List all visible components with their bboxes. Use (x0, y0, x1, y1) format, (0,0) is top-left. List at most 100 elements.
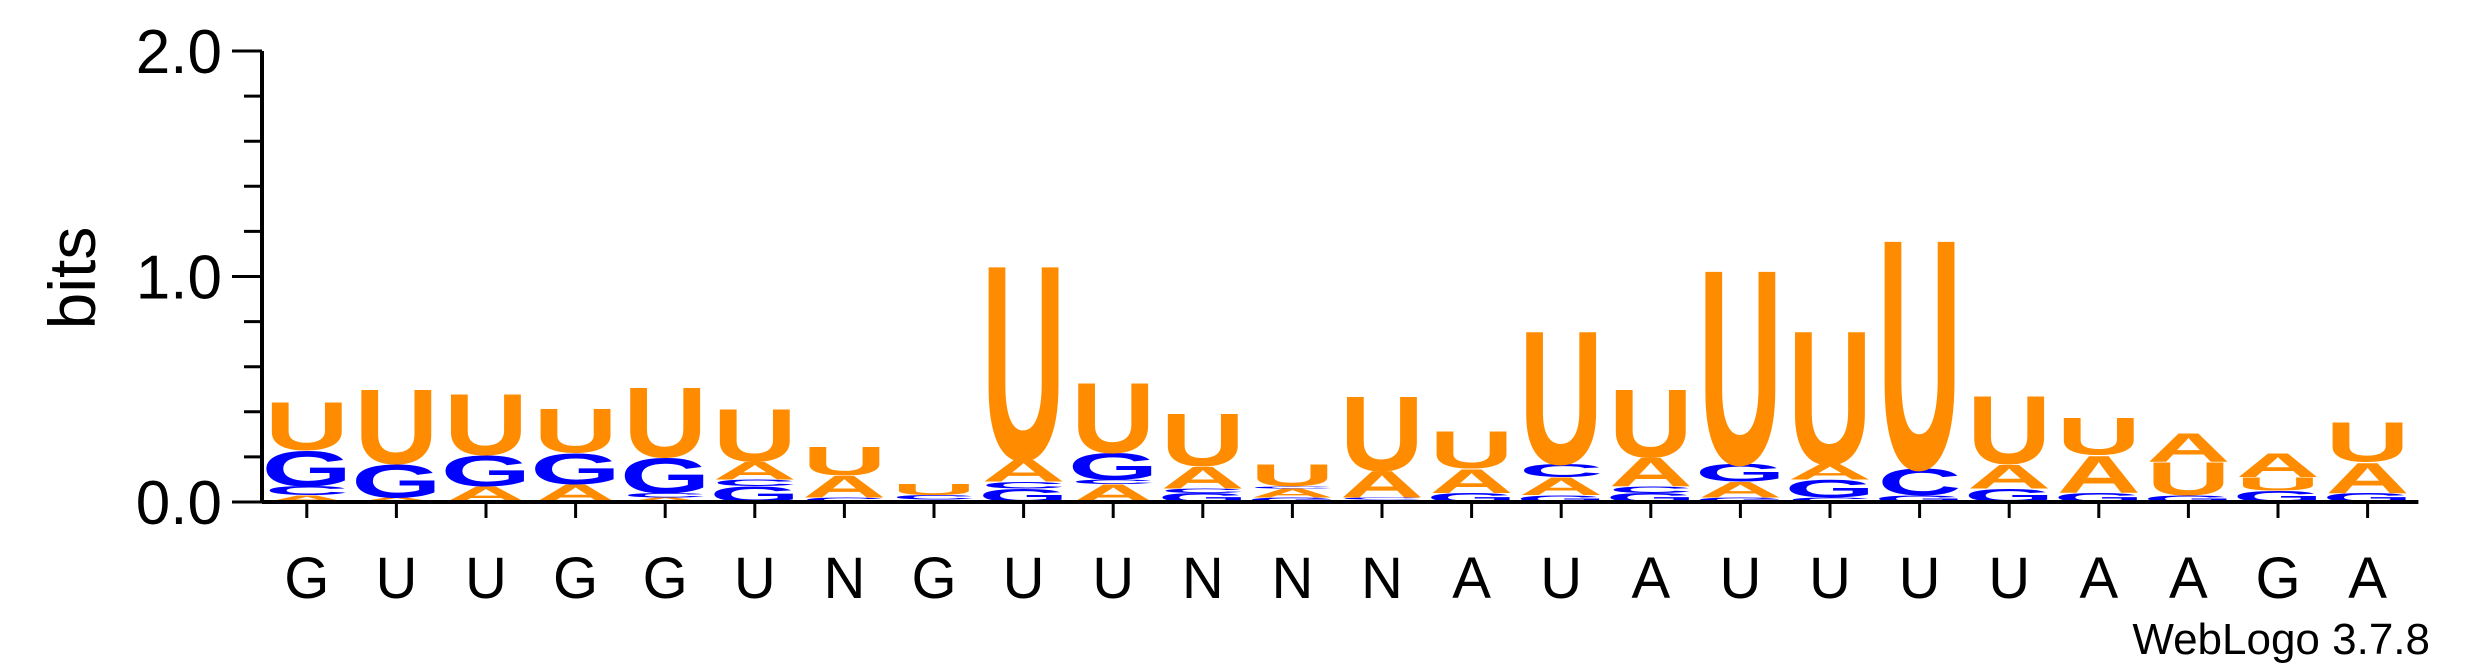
x-position-label: N (1182, 546, 1224, 611)
logo-column: AGU (530, 395, 620, 507)
x-position-label: G (284, 546, 329, 611)
logo-letter-U: U (1430, 420, 1514, 479)
x-position-label: G (911, 546, 956, 611)
logo-letter-C: C (265, 484, 349, 498)
y-tick-label: 1.0 (136, 244, 222, 313)
logo-column: CAU (802, 438, 886, 504)
logo-letter-C: C (1071, 478, 1155, 485)
logo-letter-G: G (1068, 446, 1158, 488)
x-position-label: G (553, 546, 598, 611)
logo-letter-G: G (1516, 494, 1606, 504)
x-position-label: A (2348, 546, 2387, 611)
x-position-label: U (465, 546, 507, 611)
logo-column: GAU (1964, 376, 2054, 506)
logo-letter-A: A (265, 494, 349, 504)
x-position-label: A (2169, 546, 2208, 611)
logo-letter-A: A (713, 457, 797, 485)
logo-letter-U: U (1519, 291, 1603, 505)
logo-letter-A: A (2326, 453, 2410, 502)
x-position-label: U (734, 546, 776, 611)
logo-letter-G: G (1247, 496, 1337, 503)
x-position-label: U (1899, 546, 1941, 611)
logo-column: AGU (441, 375, 531, 506)
logo-letter-A: A (623, 496, 707, 503)
logo-letter-U: U (623, 366, 707, 478)
logo-letter-G: G (1874, 494, 1964, 504)
x-position-label: N (1361, 546, 1403, 611)
y-tick-label: 0.0 (136, 469, 222, 538)
logo-letter-C: C (1788, 496, 1872, 503)
logo-letter-U: U (354, 367, 438, 486)
logo-column: AGU (351, 367, 441, 507)
logo-letter-A: A (1698, 478, 1782, 503)
logo-letter-A: A (1161, 461, 1245, 496)
logo-letter-G: G (530, 444, 620, 493)
y-axis-title: bits (35, 227, 109, 330)
logo-letter-A: A (802, 470, 886, 505)
y-axis: 0.0 1.0 2.0 (136, 18, 264, 538)
logo-letter-A: A (1250, 486, 1334, 500)
logo-letter-A: A (1430, 462, 1514, 501)
x-position-label: G (2255, 546, 2300, 611)
logo-column: GAU (1426, 420, 1516, 504)
logo-letter-U: U (2146, 453, 2230, 505)
logo-letter-U: U (713, 393, 797, 477)
x-position-label: A (2079, 546, 2118, 611)
logo-letter-C: C (1340, 497, 1424, 500)
logo-letter-U: U (2236, 474, 2320, 495)
logo-letter-U: U (265, 389, 349, 465)
letter-stacks: ACGUAGUAGUAGUACGUGCAUCAUGCUGCAUACGUGCAUG… (262, 172, 2413, 539)
logo-letter-U: U (892, 481, 976, 499)
logo-column: GUA (2233, 446, 2323, 505)
logo-letter-A: A (2057, 445, 2141, 504)
x-position-label: A (1631, 546, 1670, 611)
logo-letter-C: C (1519, 460, 1603, 481)
x-position-label: U (1003, 546, 1045, 611)
logo-letter-G: G (1695, 496, 1785, 503)
x-position-label: U (1092, 546, 1134, 611)
logo-letter-U: U (1788, 291, 1872, 505)
logo-letter-U: U (1698, 213, 1782, 524)
logo-letter-U: U (1609, 369, 1693, 478)
logo-letter-C: C (1161, 487, 1245, 494)
logo-letter-C: C (1250, 486, 1334, 489)
logo-letter-A: A (1967, 458, 2051, 497)
logo-letter-A: A (1788, 460, 1872, 485)
logo-letter-U: U (1161, 398, 1245, 482)
logo-letter-C: C (1609, 485, 1693, 495)
logo-letter-A: A (1340, 464, 1424, 506)
x-position-label: N (1271, 546, 1313, 611)
x-position-label: U (375, 546, 417, 611)
x-position-label: U (1988, 546, 2030, 611)
logo-letter-C: C (1878, 462, 1962, 504)
logo-letter-U: U (1878, 172, 1962, 539)
weblogo-credit: WebLogo 3.7.8 (2132, 615, 2430, 664)
logo-letter-C: C (802, 496, 886, 503)
logo-letter-G: G (1785, 475, 1875, 503)
x-position-label: U (1809, 546, 1851, 611)
x-position-label: N (823, 546, 865, 611)
logo-letter-G: G (262, 441, 352, 497)
logo-letter-A: A (2146, 425, 2230, 470)
y-tick-label: 2.0 (136, 18, 222, 87)
logo-letter-U: U (534, 395, 618, 465)
logo-letter-U: U (444, 375, 528, 473)
logo-letter-U: U (2057, 407, 2141, 466)
logo-column: GCU (1874, 172, 1964, 539)
logo-letter-U: U (2326, 411, 2410, 474)
logo-letter-C: C (713, 478, 797, 488)
logo-column: GAU (2322, 411, 2412, 505)
logo-letter-U: U (802, 438, 886, 483)
